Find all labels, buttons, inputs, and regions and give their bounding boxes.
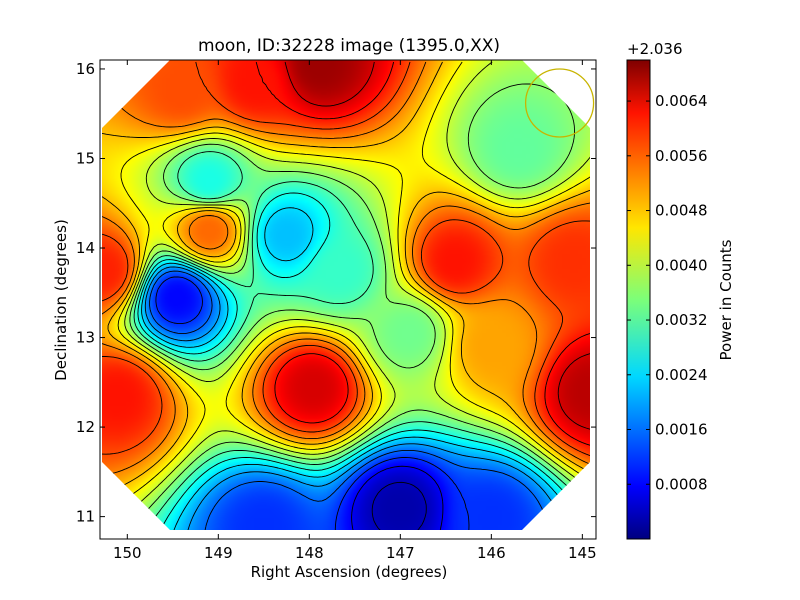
y-axis: 11 12 13 14 15 16 Declination (degrees) [52, 60, 596, 526]
x-tick-label: 147 [386, 544, 415, 562]
x-tick-label: 149 [204, 544, 233, 562]
contour-line [102, 61, 590, 476]
contour-line [155, 276, 470, 530]
contour-line [141, 207, 582, 530]
beam-marker-circle [524, 68, 595, 138]
contour-line [149, 270, 549, 530]
contour-line [144, 266, 567, 530]
contour-line [351, 465, 444, 530]
plot-area [99, 59, 597, 540]
x-axis-label: Right Ascension (degrees) [251, 563, 448, 581]
colorbar-tick-label: 0.0024 [655, 366, 708, 384]
y-axis-label: Declination (degrees) [52, 219, 70, 381]
contour-line [102, 61, 590, 495]
contour-line [102, 61, 590, 458]
colorbar-tick-label: 0.0016 [655, 421, 708, 439]
y-tick-group: 11 12 13 14 15 16 [76, 60, 596, 526]
contour-line [123, 83, 590, 530]
chart-title: moon, ID:32228 image (1395.0,XX) [198, 36, 500, 56]
y-tick-label: 15 [76, 149, 95, 167]
x-axis: 150 149 148 147 146 145 Right Ascension (degr… [113, 60, 597, 581]
colorbar-tick-label: 0.0064 [655, 92, 708, 110]
y-tick-label: 12 [76, 418, 95, 436]
colorbar-tick-label: 0.0032 [655, 311, 708, 329]
contour-lines [102, 61, 590, 530]
colorbar-tick-label: 0.0008 [655, 475, 708, 493]
x-tick-label: 145 [568, 544, 597, 562]
colorbar: 0.0008 0.0016 0.0024 0.0032 0.0040 0.0048 0.00… [626, 40, 735, 540]
x-tick-label: 150 [113, 544, 142, 562]
y-tick-label: 16 [76, 60, 95, 78]
colorbar-offset-text: +2.036 [627, 40, 683, 58]
heatmap-image [102, 60, 590, 530]
contour-line [255, 61, 590, 447]
x-tick-label: 148 [295, 544, 324, 562]
x-tick-label: 146 [477, 544, 506, 562]
contour-line [102, 61, 590, 513]
colorbar-gradient [626, 59, 651, 540]
colorbar-tick-label: 0.0056 [655, 147, 708, 165]
colorbar-label: Power in Counts [717, 239, 735, 360]
contour-line [102, 61, 590, 530]
contour-line [284, 61, 590, 431]
colorbar-tick-label: 0.0048 [655, 202, 708, 220]
contour-line [133, 151, 590, 530]
colorbar-tick-label: 0.0040 [655, 256, 708, 274]
plot-frame [99, 59, 597, 540]
y-tick-label: 14 [76, 239, 95, 257]
colorbar-tick-group: 0.0008 0.0016 0.0024 0.0032 0.0040 0.0048 0.00… [627, 92, 708, 493]
y-tick-label: 11 [76, 508, 95, 526]
heatmap-layer [102, 60, 590, 530]
x-tick-group: 150 149 148 147 146 145 [113, 60, 597, 562]
contour-line [137, 192, 590, 530]
y-tick-label: 13 [76, 329, 95, 347]
contour-line [371, 481, 427, 530]
